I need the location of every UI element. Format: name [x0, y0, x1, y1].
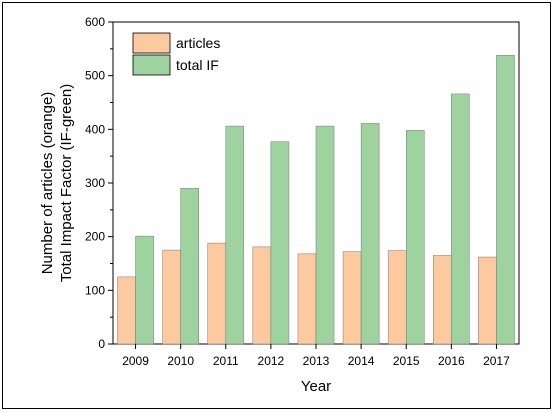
bar-articles: [207, 242, 227, 345]
y-axis-title-line-1: Number of articles (orange): [39, 92, 56, 275]
y-tick-label: 600: [85, 15, 105, 29]
x-axis: 2009 2010 2011 2012 2013 2014 2015 2016 2017: [122, 344, 510, 368]
legend-label-total-if: total IF: [176, 57, 219, 73]
y-axis: 0 100 200 300 400 500 600: [85, 15, 113, 351]
x-tick-label: 2015: [393, 354, 420, 368]
y-tick-label: 100: [85, 283, 105, 297]
bars-group: [117, 55, 515, 345]
x-tick-label: 2013: [303, 354, 330, 368]
x-tick-label: 2017: [483, 354, 510, 368]
x-tick-label: 2012: [258, 354, 285, 368]
bar-total-if: [270, 141, 290, 345]
y-tick-label: 400: [85, 122, 105, 136]
bar-total-if: [451, 93, 470, 345]
legend-swatch-articles: [132, 32, 171, 54]
y-tick-label: 0: [98, 337, 105, 351]
x-tick-label: 2011: [213, 354, 239, 368]
y-tick-label: 500: [85, 69, 105, 83]
bar-total-if: [496, 55, 515, 345]
bar-articles: [162, 249, 181, 345]
x-tick-label: 2014: [348, 354, 375, 368]
bar-total-if: [135, 235, 154, 345]
x-tick-label: 2010: [167, 354, 194, 368]
x-tick-label: 2016: [438, 354, 465, 368]
x-tick-label: 2009: [122, 354, 149, 368]
bar-articles: [117, 276, 136, 345]
bar-articles: [297, 253, 317, 345]
legend-swatch-total-if: [132, 54, 171, 76]
bar-total-if: [405, 130, 425, 345]
y-axis-title-line-2: Total Impact Factor (IF-green): [58, 84, 75, 282]
y-tick-label: 200: [85, 230, 105, 244]
bar-total-if: [225, 125, 245, 345]
bar-articles: [342, 251, 362, 345]
bar-total-if: [360, 123, 380, 345]
bar-total-if: [180, 188, 199, 345]
bar-total-if: [315, 125, 335, 345]
legend: articles total IF: [132, 32, 220, 76]
x-axis-title: Year: [301, 378, 331, 395]
bar-articles: [387, 250, 407, 345]
legend-label-articles: articles: [176, 35, 220, 51]
bar-articles: [478, 256, 497, 345]
bar-articles: [252, 246, 272, 345]
y-tick-label: 300: [85, 176, 105, 190]
bar-articles: [433, 255, 452, 345]
